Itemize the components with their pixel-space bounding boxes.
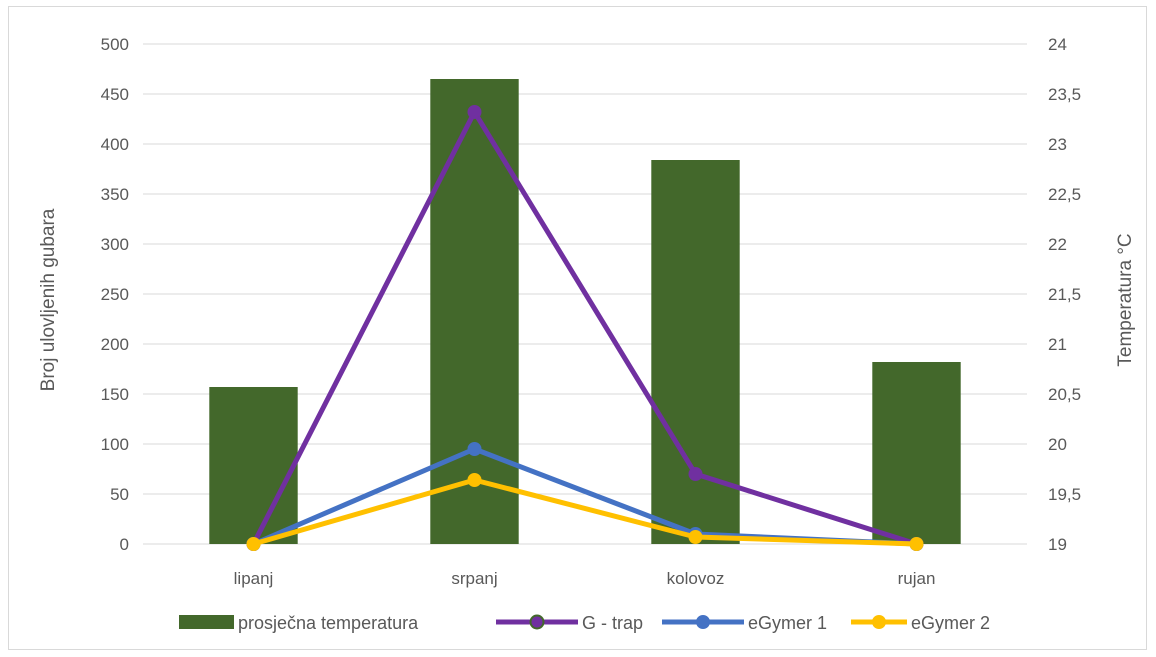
bar (209, 387, 298, 544)
data-point (467, 105, 482, 119)
data-point (909, 537, 924, 551)
data-point (688, 467, 703, 481)
legend-marker (872, 615, 886, 629)
y-tick-label: 400 (101, 135, 129, 154)
y-tick-label: 0 (120, 535, 129, 554)
bar (872, 362, 961, 544)
y-tick-label: 50 (110, 485, 129, 504)
y2-tick-label: 19,5 (1048, 485, 1081, 504)
x-tick-label: kolovoz (667, 569, 725, 588)
x-tick-label: rujan (898, 569, 936, 588)
legend-marker (696, 615, 710, 629)
right-axis-ticks: 19 19,5 20 20,5 21 21,5 22 22,5 23 23,5 24 (1048, 35, 1081, 554)
data-point (246, 537, 261, 551)
y2-tick-label: 23,5 (1048, 85, 1081, 104)
y-tick-label: 250 (101, 285, 129, 304)
y-tick-label: 200 (101, 335, 129, 354)
series-line (251, 109, 919, 547)
legend-marker (529, 614, 545, 630)
legend: prosječna temperatura G - trap eGymer 1 eGy… (179, 613, 990, 633)
legend-label: G - trap (582, 613, 643, 633)
series-line (251, 446, 919, 547)
chart-frame: 0 50 100 150 200 250 300 350 400 450 500 19 19,5 20 2… (8, 6, 1147, 650)
x-tick-label: lipanj (234, 569, 274, 588)
y-tick-label: 450 (101, 85, 129, 104)
data-point (467, 473, 482, 487)
y-axis-title: Broj ulovljenih gubara (38, 208, 59, 391)
y2-tick-label: 24 (1048, 35, 1067, 54)
bar-series (209, 79, 961, 544)
combo-chart: 0 50 100 150 200 250 300 350 400 450 500 19 19,5 20 2… (38, 35, 1136, 633)
series-line (251, 477, 919, 547)
data-point (688, 530, 703, 544)
y-tick-label: 100 (101, 435, 129, 454)
legend-bar-swatch (179, 615, 234, 629)
y-tick-label: 500 (101, 35, 129, 54)
line-series (246, 105, 924, 551)
y2-tick-label: 23 (1048, 135, 1067, 154)
y-tick-label: 350 (101, 185, 129, 204)
y-tick-label: 150 (101, 385, 129, 404)
y2-tick-label: 20,5 (1048, 385, 1081, 404)
y-tick-label: 300 (101, 235, 129, 254)
left-axis-ticks: 0 50 100 150 200 250 300 350 400 450 500 (101, 35, 129, 554)
y2-tick-label: 22,5 (1048, 185, 1081, 204)
x-tick-label: srpanj (451, 569, 497, 588)
legend-label: eGymer 2 (911, 613, 990, 633)
y2-tick-label: 21,5 (1048, 285, 1081, 304)
y2-tick-label: 19 (1048, 535, 1067, 554)
y2-axis-title: Temperatura °C (1115, 233, 1136, 366)
x-axis-ticks: lipanj srpanj kolovoz rujan (234, 569, 936, 588)
y2-tick-label: 20 (1048, 435, 1067, 454)
y2-tick-label: 21 (1048, 335, 1067, 354)
legend-label: prosječna temperatura (238, 613, 419, 633)
y2-tick-label: 22 (1048, 235, 1067, 254)
legend-label: eGymer 1 (748, 613, 827, 633)
data-point (467, 442, 482, 456)
